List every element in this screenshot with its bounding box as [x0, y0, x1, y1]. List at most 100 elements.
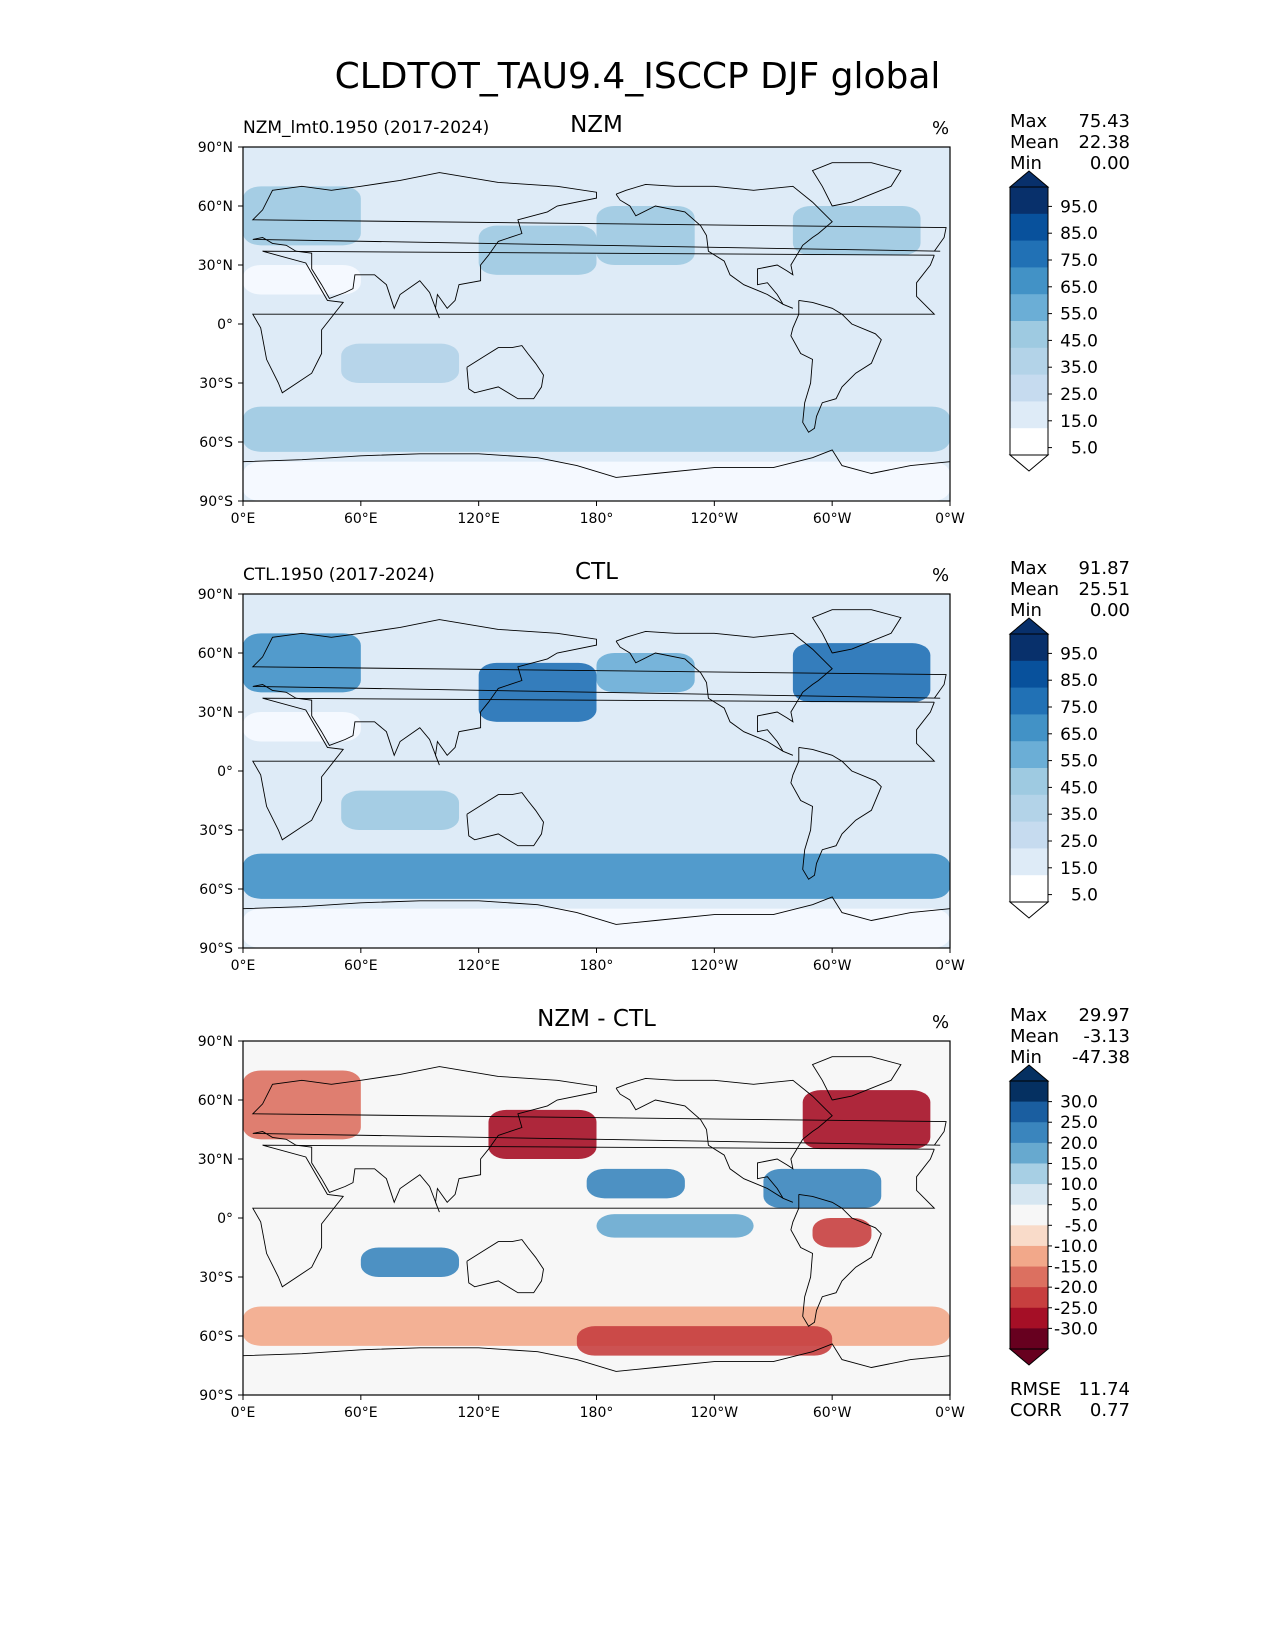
field-region-1	[478, 662, 597, 722]
coastlines	[243, 162, 950, 478]
colorbar-tick-label: 5.0	[1071, 886, 1098, 906]
colorbar-tick-label: -5.0	[1065, 1216, 1098, 1236]
colorbar-tick-label: 15.0	[1060, 859, 1098, 879]
colorbar-segment	[1010, 213, 1048, 242]
colorbar-tick-label: 5.0	[1071, 1196, 1098, 1216]
field-region-7	[596, 1214, 754, 1238]
field-region-6	[763, 1168, 882, 1209]
colorbar-tick-label: 45.0	[1060, 331, 1098, 351]
colorbar-tick-label: 75.0	[1060, 698, 1098, 718]
colorbar-segment	[1010, 1245, 1048, 1268]
colorbar-segment	[1010, 1287, 1048, 1309]
coastline-0	[252, 1144, 936, 1288]
colorbar-segment	[1010, 1184, 1048, 1206]
coastline-1	[251, 619, 947, 766]
colorbar-segment	[1010, 714, 1048, 742]
y-tick-label: 90°N	[198, 140, 233, 156]
coastline-5	[811, 1056, 902, 1101]
coastline-0	[252, 250, 936, 394]
x-tick-label: 120°E	[457, 1405, 500, 1421]
x-tick-label: 0°E	[231, 511, 256, 527]
field-region-5	[341, 790, 460, 830]
colorbar-segment	[1010, 1204, 1048, 1226]
coastline-3	[790, 746, 882, 880]
colorbar-segment	[1010, 1266, 1048, 1288]
x-tick-label: 120°W	[691, 958, 739, 974]
field-region-4	[576, 1326, 833, 1356]
colorbar-segment	[1010, 294, 1048, 322]
x-tick-label: 0°W	[935, 1405, 965, 1421]
field-region-9	[812, 1218, 872, 1248]
stat-label-mean: Mean	[1010, 1026, 1060, 1047]
panel-left-title: NZM_lmt0.1950 (2017-2024)	[243, 118, 490, 138]
coastline-4	[466, 1239, 544, 1294]
field-region-7	[243, 461, 950, 501]
y-tick-label: 30°S	[199, 1270, 233, 1286]
y-tick-label: 0°	[217, 1211, 233, 1227]
coastline-2	[615, 183, 833, 309]
colorbar-segment	[1010, 347, 1048, 376]
stat-label-max: Max	[1010, 111, 1048, 132]
field-region-0	[243, 853, 950, 899]
panel-center-title: CTL	[575, 559, 618, 585]
colorbar-tick-label: 10.0	[1060, 1175, 1098, 1195]
colorbar-segment	[1010, 768, 1048, 796]
coastline-5	[811, 609, 902, 654]
x-tick-label: 180°	[580, 958, 614, 974]
colorbar-segment	[1010, 1328, 1048, 1350]
colorbar-frame	[1009, 633, 1049, 903]
stat-value-min: -47.38	[1071, 1047, 1130, 1068]
x-tick-label: 60°E	[344, 511, 378, 527]
coastline-5	[811, 162, 902, 207]
x-tick-label: 60°W	[813, 511, 852, 527]
metric-label-corr: CORR	[1010, 1400, 1062, 1421]
stat-value-mean: -3.13	[1083, 1026, 1130, 1047]
field-region-2	[596, 206, 695, 265]
colorbar-tick-label: 5.0	[1071, 439, 1098, 459]
colorbar-tick-label: 35.0	[1060, 358, 1098, 378]
stat-label-min: Min	[1010, 600, 1042, 621]
colorbar-tick-label: 65.0	[1060, 278, 1098, 298]
colorbar-tick-label: -10.0	[1054, 1237, 1098, 1257]
colorbar-segment	[1010, 634, 1048, 662]
x-tick-label: 180°	[580, 1405, 614, 1421]
colorbar-segment	[1010, 1225, 1048, 1247]
coastline-3	[790, 1193, 882, 1327]
coastline-6	[243, 1343, 950, 1372]
stat-label-min: Min	[1010, 153, 1042, 174]
coastlines	[243, 1056, 950, 1372]
field-region-1	[802, 1090, 931, 1150]
panel-left-title: CTL.1950 (2017-2024)	[243, 565, 435, 585]
colorbar-extend-min	[1008, 1348, 1050, 1366]
field-region-0	[243, 406, 950, 452]
metric-value-corr: 0.77	[1089, 1400, 1130, 1421]
colorbar-tick-label: 55.0	[1060, 305, 1098, 325]
x-tick-label: 0°W	[935, 511, 965, 527]
colorbar-tick-label: 25.0	[1060, 1113, 1098, 1133]
x-tick-label: 120°W	[691, 511, 739, 527]
colorbar-tick-label: 25.0	[1060, 385, 1098, 405]
field-region-3	[792, 643, 931, 703]
colorbar-tick-label: 95.0	[1060, 644, 1098, 664]
stat-label-mean: Mean	[1010, 132, 1060, 153]
colorbar-segment	[1010, 187, 1048, 215]
colorbar-segment	[1010, 321, 1048, 349]
y-tick-label: 90°N	[198, 1034, 233, 1050]
colorbar-tick-label: 15.0	[1060, 412, 1098, 432]
colorbar-frame	[1009, 186, 1049, 456]
y-tick-label: 30°N	[198, 258, 233, 274]
y-tick-label: 0°	[217, 764, 233, 780]
x-tick-label: 180°	[580, 511, 614, 527]
x-tick-label: 60°W	[813, 958, 852, 974]
y-tick-label: 60°N	[198, 1093, 233, 1109]
y-tick-label: 30°S	[199, 823, 233, 839]
y-tick-label: 60°S	[199, 882, 233, 898]
stat-label-min: Min	[1010, 1047, 1042, 1068]
field-region-2	[243, 1070, 361, 1140]
field-region-4	[243, 186, 361, 246]
coastlines	[243, 609, 950, 925]
x-tick-label: 60°E	[344, 1405, 378, 1421]
metric-label-rmse: RMSE	[1010, 1379, 1061, 1400]
